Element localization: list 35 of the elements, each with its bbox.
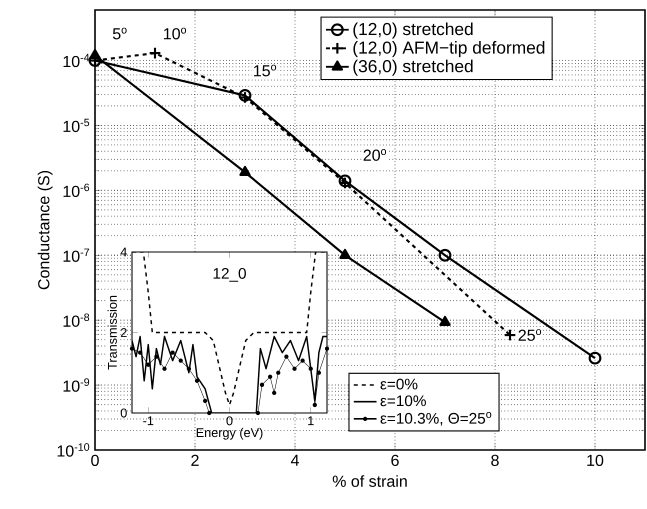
y-tick-label: 0 <box>120 408 127 418</box>
y-tick-label: 10$^{-10}$ <box>58 443 90 457</box>
annotation: 25$^{o}$ <box>518 329 542 341</box>
legend-label: ε=0% <box>380 378 418 390</box>
annotation: 12_0 <box>214 268 246 282</box>
y-tick-label: 10$^{-9}$ <box>64 378 90 392</box>
y-axis-title: Transmission <box>108 296 117 370</box>
y-tick-label: 10$^{-7}$ <box>64 248 90 262</box>
y-tick-label: 10$^{-5}$ <box>64 118 90 132</box>
legend-label: ε=10% <box>380 395 426 406</box>
y-tick-label: 2 <box>120 328 127 337</box>
annotation: 20$^{o}$ <box>364 149 386 161</box>
x-tick-label: -1 <box>143 416 154 426</box>
legend-label: (12,0) AFM−tip deformed <box>353 41 544 58</box>
x-axis-title: % of strain <box>332 475 407 487</box>
annotation: 15$^{o}$ <box>254 64 276 76</box>
x-tick-label: 10 <box>587 454 604 466</box>
x-tick-label: 0 <box>226 416 233 426</box>
x-tick-label: 8 <box>491 454 499 466</box>
x-tick-label: 6 <box>391 454 399 466</box>
x-tick-label: 1 <box>308 416 314 426</box>
y-tick-label: 10$^{-6}$ <box>64 184 90 198</box>
y-axis-title: Conductance (S) <box>38 170 53 290</box>
x-tick-label: 4 <box>290 454 299 466</box>
annotation: 10$^{o}$ <box>164 28 186 40</box>
y-tick-label: 10$^{-4}$ <box>64 54 90 68</box>
x-tick-label: 0 <box>91 454 99 466</box>
y-tick-label: 4 <box>120 248 127 256</box>
annotation: 5$^{o}$ <box>112 28 127 40</box>
y-tick-label: 10$^{-8}$ <box>64 313 90 327</box>
legend-label: ε=10.3%, Θ=25$^{o}$ <box>380 412 492 426</box>
legend-label: (12,0) stretched <box>353 22 473 39</box>
x-tick-label: 2 <box>191 454 199 466</box>
legend-label: (36,0) stretched <box>353 60 473 76</box>
x-axis-title: Energy (eV) <box>196 428 262 440</box>
